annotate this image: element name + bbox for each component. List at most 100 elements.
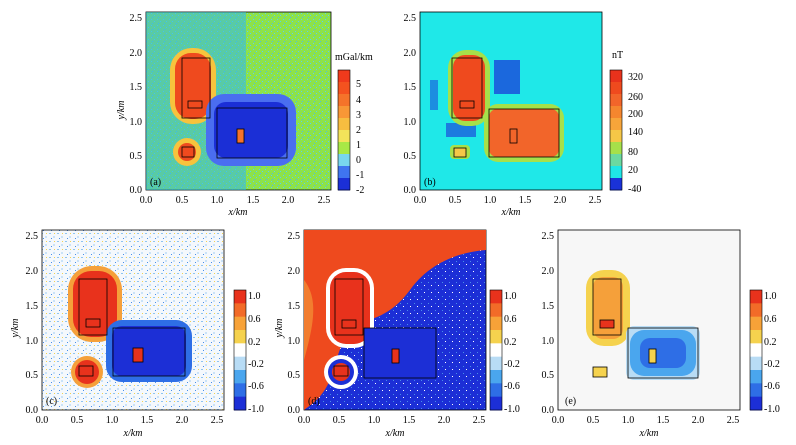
y-tick-c-4: 2.0 (26, 266, 39, 277)
cbar-a-segment (338, 178, 350, 191)
cbar-tick-c-4: -0.6 (248, 381, 264, 392)
cbar-c-segment (234, 303, 246, 318)
y-tick-d-5: 2.5 (288, 231, 301, 242)
core-c-wide (112, 326, 186, 376)
y-tick-d-1: 0.5 (288, 370, 301, 381)
cbar-tick-b-5: 20 (628, 165, 638, 176)
cbar-tick-e-4: -0.6 (764, 381, 780, 392)
cbar-ticks-c: 1.0 0.6 0.2 -0.2 -0.6 -1.0 (248, 291, 264, 415)
body-a-bar (187, 100, 203, 109)
x-tick-c-3: 1.5 (141, 415, 154, 426)
cbar-a-segment (338, 82, 350, 95)
cbar-a-segment (338, 142, 350, 155)
x-tick-e-3: 1.5 (657, 415, 670, 426)
y-tick-e-0: 0.0 (542, 405, 555, 416)
x-tick-d-5: 2.5 (473, 415, 486, 426)
cbar-a-segment (338, 166, 350, 179)
y-tick-e-5: 2.5 (542, 231, 555, 242)
core-b-tall (453, 55, 485, 121)
body-c-mini (132, 347, 144, 363)
x-ticks-d: 0.0 0.5 1.0 1.5 2.0 2.5 (298, 415, 486, 426)
x-tick-c-0: 0.0 (36, 415, 49, 426)
cbar-c-segment (234, 396, 246, 411)
y-tick-b-2: 1.0 (404, 117, 417, 128)
y-tick-a-4: 2.0 (130, 48, 143, 59)
panel-e: (e) 0.0 0.5 1.0 1.5 2.0 2.5 0.0 0.5 1.0 … (542, 229, 780, 439)
body-a-wide (216, 107, 288, 159)
x-tick-b-2: 1.0 (484, 195, 497, 206)
y-ticks-e: 0.0 0.5 1.0 1.5 2.0 2.5 (542, 231, 555, 416)
x-tick-d-1: 0.5 (333, 415, 346, 426)
y-tick-e-1: 0.5 (542, 370, 555, 381)
cbar-c-segment (234, 383, 246, 398)
cbar-tick-e-5: -1.0 (764, 404, 780, 415)
cbar-e-segment (750, 303, 762, 318)
ylabel-a: y/km (116, 101, 127, 121)
x-tick-c-1: 0.5 (71, 415, 84, 426)
cbar-tick-d-3: -0.2 (504, 359, 520, 370)
cbar-tick-c-1: 0.6 (248, 314, 261, 325)
cbar-b-segment (610, 118, 622, 131)
y-tick-c-5: 2.5 (26, 231, 39, 242)
body-d-wide (363, 327, 437, 379)
y-tick-c-0: 0.0 (26, 405, 39, 416)
cbar-tick-a-3: 2 (356, 125, 361, 136)
cbar-ticks-d: 1.0 0.6 0.2 -0.2 -0.6 -1.0 (504, 291, 520, 415)
body-e-bar (599, 319, 615, 329)
x-tick-b-5: 2.5 (589, 195, 602, 206)
y-tick-b-5: 2.5 (404, 13, 417, 24)
core-d-tall (330, 272, 370, 344)
cbar-tick-a-4: 1 (356, 140, 361, 151)
y-tick-a-1: 0.5 (130, 151, 143, 162)
cbar-e-segment (750, 343, 762, 358)
y-tick-d-2: 1.0 (288, 336, 301, 347)
y-tick-e-3: 1.5 (542, 301, 555, 312)
cbar-tick-b-3: 140 (628, 127, 643, 138)
cbar-b-segment (610, 106, 622, 119)
unit-a: mGal/km (335, 52, 373, 63)
cbar-e-segment (750, 356, 762, 371)
x-tick-e-0: 0.0 (552, 415, 565, 426)
core-c-tall (73, 271, 117, 337)
cbar-tick-d-2: 0.2 (504, 337, 517, 348)
y-tick-d-4: 2.0 (288, 266, 301, 277)
cbar-e-segment (750, 383, 762, 398)
cbar-tick-a-6: -1 (356, 170, 364, 181)
core-a-small (178, 143, 196, 161)
plot-area-e (557, 229, 741, 411)
xlabel-a: x/km (228, 207, 248, 218)
cbar-a-segment (338, 154, 350, 167)
core-b-wide (489, 109, 559, 157)
ylabel-d: y/km (274, 319, 285, 339)
x-tick-e-4: 2.0 (692, 415, 705, 426)
y-tick-b-3: 1.5 (404, 82, 417, 93)
cbar-tick-e-0: 1.0 (764, 291, 777, 302)
cbar-ticks-e: 1.0 0.6 0.2 -0.2 -0.6 -1.0 (764, 291, 780, 415)
cbar-tick-d-0: 1.0 (504, 291, 517, 302)
y-tick-c-1: 0.5 (26, 370, 39, 381)
panel-label-b: (b) (424, 177, 436, 188)
y-tick-c-2: 1.0 (26, 336, 39, 347)
cbar-b-segment (610, 82, 622, 95)
body-b-bar (459, 100, 475, 109)
core-a-tall (175, 53, 211, 119)
x-ticks-c: 0.0 0.5 1.0 1.5 2.0 2.5 (36, 415, 224, 426)
cbar-tick-a-0: 5 (356, 79, 361, 90)
xlabel-e: x/km (639, 428, 659, 439)
cbar-c-segment (234, 290, 246, 304)
y-tick-b-1: 0.5 (404, 151, 417, 162)
core-e-wide-inner (640, 338, 686, 368)
colorbar-d (489, 289, 503, 411)
cbar-d-segment (490, 330, 502, 344)
cbar-tick-a-5: 0 (356, 155, 361, 166)
cbar-c-frame (233, 289, 247, 411)
x-tick-c-4: 2.0 (176, 415, 189, 426)
cbar-tick-c-3: -0.2 (248, 359, 264, 370)
body-c-wide (112, 327, 186, 377)
cbar-b-segment (610, 70, 622, 83)
y-tick-d-3: 1.5 (288, 301, 301, 312)
body-b-wide (488, 108, 560, 158)
x-ticks-e: 0.0 0.5 1.0 1.5 2.0 2.5 (552, 415, 740, 426)
cbar-b-segment (610, 154, 622, 167)
x-ticks-b: 0.0 0.5 1.0 1.5 2.0 2.5 (414, 195, 602, 206)
